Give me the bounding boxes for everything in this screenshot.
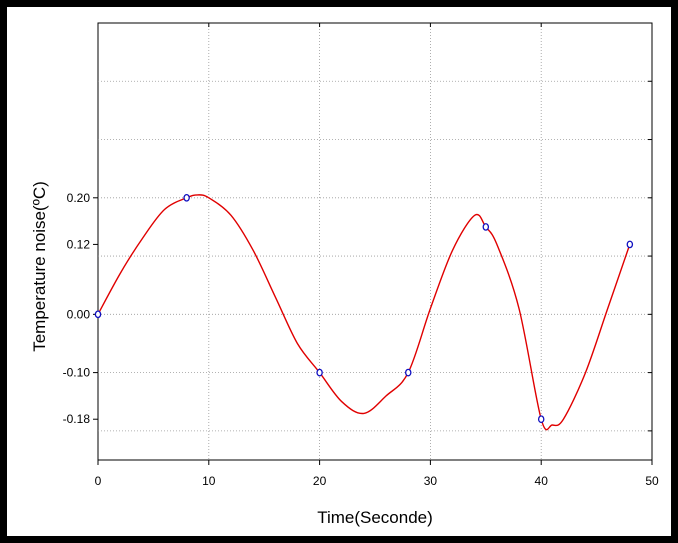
data-points: [94, 193, 634, 424]
data-point: [626, 240, 634, 249]
x-tick-label: 50: [645, 474, 659, 488]
y-tick-label: 0.20: [67, 191, 91, 205]
x-axis-ticks: 0 10 20 30 40 50: [95, 460, 659, 488]
y-tick-label: 0.12: [67, 237, 91, 251]
y-axis-ticks: 0.20 0.12 0.00 -0.10 -0.18: [63, 191, 98, 426]
y-tick-label: 0.00: [67, 307, 91, 321]
y-tick-label: -0.10: [63, 366, 91, 380]
x-tick-label: 40: [535, 474, 549, 488]
x-tick-label: 20: [313, 474, 327, 488]
x-tick-label: 0: [95, 474, 102, 488]
data-point: [94, 310, 102, 319]
y-axis-title: Temperature noise(ºC): [30, 181, 49, 352]
x-axis-title: Time(Seconde): [317, 508, 433, 527]
axes: [97, 23, 653, 432]
data-point: [482, 223, 490, 231]
fitted-curve: [97, 194, 631, 431]
data-point: [537, 415, 545, 424]
grid: [98, 23, 652, 460]
plot-area: [97, 22, 653, 461]
x-tick-label: 10: [202, 474, 216, 488]
data-point: [316, 368, 323, 377]
x-tick-label: 30: [424, 474, 438, 488]
fitted-curve-line: [97, 194, 631, 431]
data-point: [404, 368, 412, 377]
y-tick-label: -0.18: [63, 412, 91, 426]
data-point: [183, 193, 190, 202]
